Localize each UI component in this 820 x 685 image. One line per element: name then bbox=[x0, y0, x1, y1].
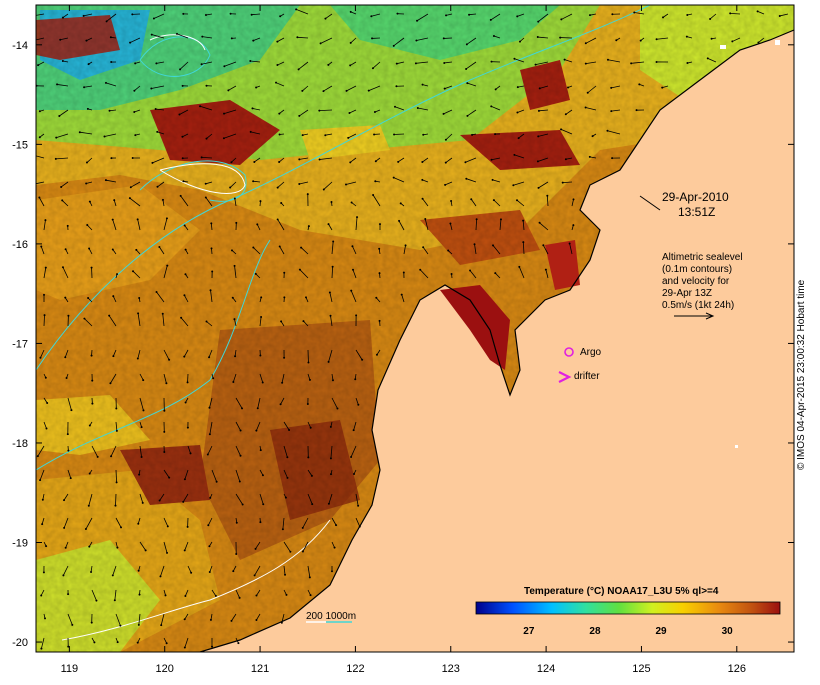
lon-tick-label: 123 bbox=[442, 663, 460, 675]
legend-line-2: and velocity for bbox=[662, 276, 730, 287]
lon-tick-label: 119 bbox=[61, 663, 79, 675]
depth-legend: 200 1000m bbox=[306, 611, 356, 622]
lon-tick-label: 120 bbox=[156, 663, 174, 675]
lon-tick-label: 121 bbox=[251, 663, 269, 675]
legend-line-1: (0.1m contours) bbox=[662, 264, 732, 275]
drifter-label: drifter bbox=[574, 371, 600, 382]
date-line2: 13:51Z bbox=[678, 205, 715, 219]
depth-label: 200 1000m bbox=[306, 611, 356, 622]
lat-tick-label: -16 bbox=[12, 239, 28, 251]
lat-tick-label: -17 bbox=[12, 338, 28, 350]
lat-tick-label: -19 bbox=[12, 538, 28, 550]
lon-tick-label: 122 bbox=[346, 663, 364, 675]
colorbar-tick-label: 28 bbox=[589, 626, 601, 637]
lat-tick-label: -15 bbox=[12, 139, 28, 151]
legend-line-3: 29-Apr 13Z bbox=[662, 288, 712, 299]
lon-tick-label: 126 bbox=[728, 663, 746, 675]
colorbar-tick-label: 29 bbox=[655, 626, 667, 637]
colorbar-tick-label: 27 bbox=[523, 626, 535, 637]
credit-text: © IMOS 04-Apr-2015 23:00:32 Hobart time bbox=[796, 310, 810, 470]
lat-tick-label: -20 bbox=[12, 637, 28, 649]
lat-tick-label: -18 bbox=[12, 438, 28, 450]
lon-tick-label: 125 bbox=[632, 663, 650, 675]
lon-tick-label: 124 bbox=[537, 663, 555, 675]
colorbar-tick-label: 30 bbox=[722, 626, 734, 637]
legend-line-0: Altimetric sealevel bbox=[662, 252, 743, 263]
legend-line-4: 0.5m/s (1kt 24h) bbox=[662, 300, 734, 311]
date-line1: 29-Apr-2010 bbox=[662, 190, 729, 204]
colorbar-title: Temperature (°C) NOAA17_L3U 5% ql>=4 bbox=[524, 586, 719, 597]
lat-tick-label: -14 bbox=[12, 40, 28, 52]
argo-label: Argo bbox=[580, 347, 602, 358]
